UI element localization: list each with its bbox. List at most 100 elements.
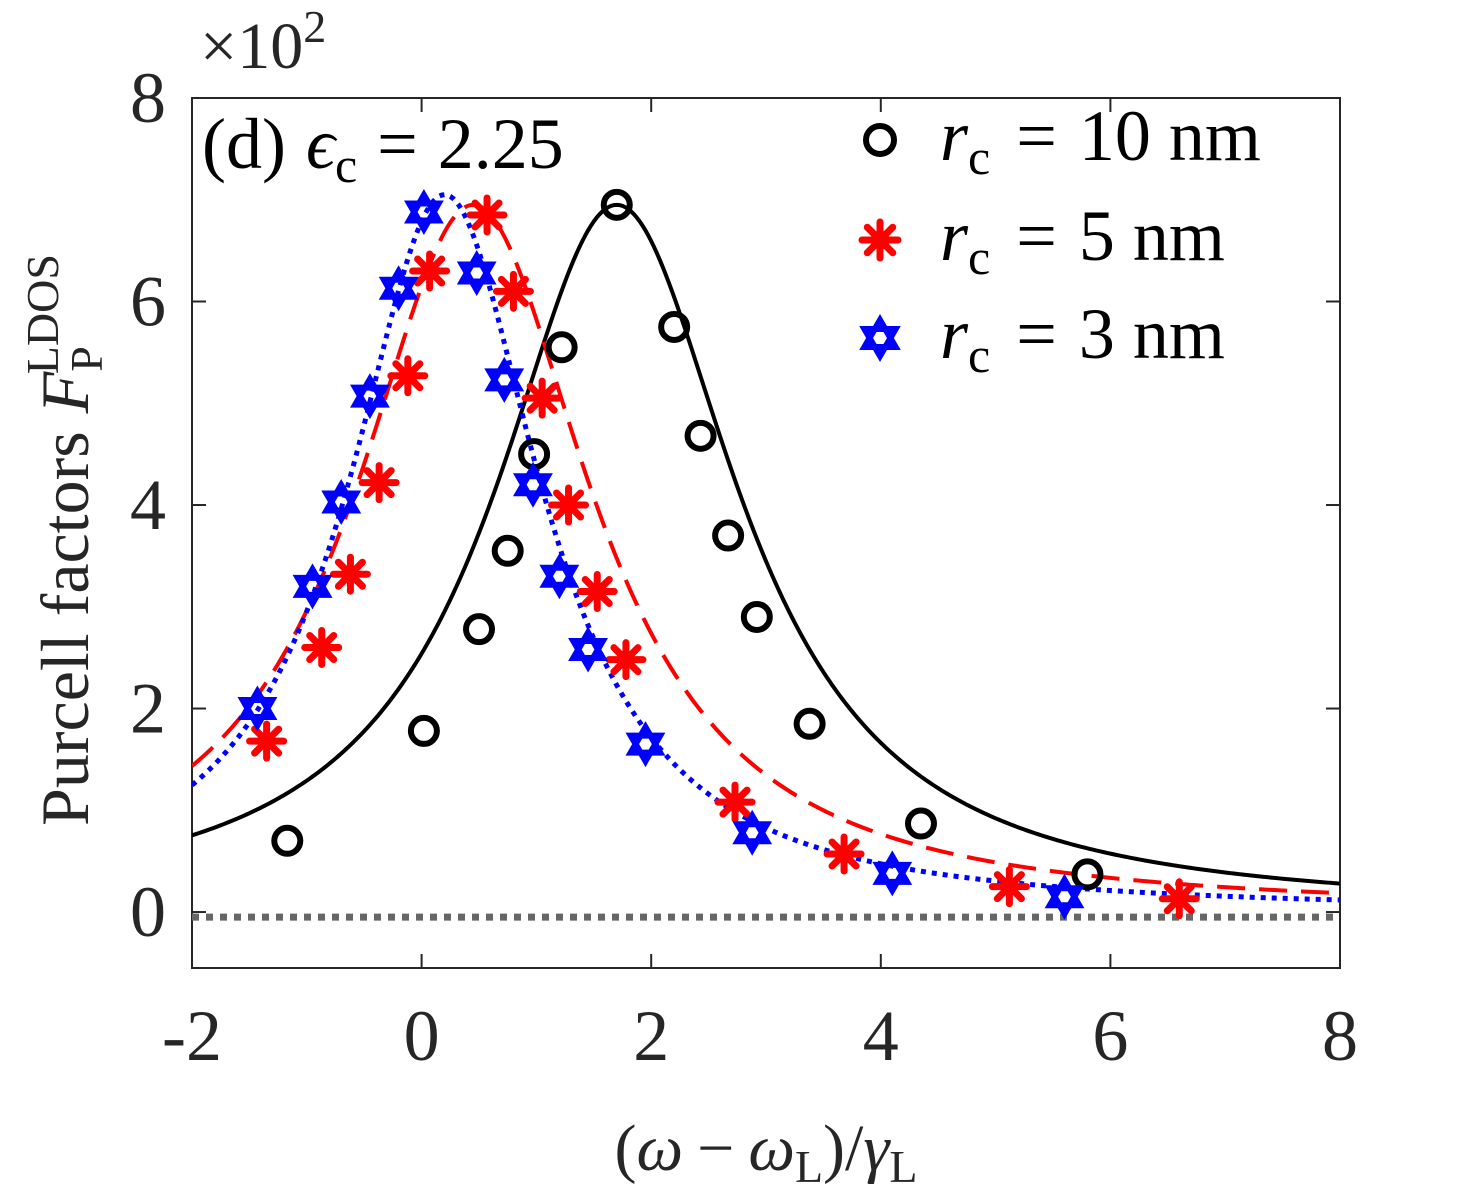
circle-marker — [740, 600, 773, 633]
legend-entry-3nm: rc = 3 nm — [859, 294, 1225, 383]
asterisk-stroke — [392, 360, 424, 392]
asterisk-stroke — [610, 644, 642, 676]
hexagram-triangle — [404, 188, 444, 224]
y-axis-title: Purcell factorsFPLDOS — [17, 254, 112, 826]
asterisk-marker — [605, 639, 647, 681]
hexagram-marker — [484, 356, 525, 403]
circle-marker — [491, 534, 524, 567]
asterisk-stroke — [251, 725, 283, 757]
hexagram-marker — [1044, 873, 1085, 920]
hexagram-triangle — [321, 479, 362, 514]
hexagram-marker — [292, 563, 333, 610]
hexagram-triangle — [859, 314, 901, 350]
asterisk-marker — [492, 270, 534, 312]
y-tick-label: 6 — [130, 262, 166, 342]
asterisk-marker — [988, 866, 1030, 908]
x-tick-label: 4 — [863, 996, 899, 1076]
x-tick-label: 6 — [1092, 996, 1128, 1076]
hexagram-marker — [456, 249, 497, 297]
hexagram-triangle — [456, 261, 497, 297]
x-tick-label: -2 — [162, 996, 222, 1076]
circle-marker — [407, 714, 440, 747]
hexagram-triangle — [237, 685, 278, 720]
asterisk-marker — [246, 720, 288, 762]
series-markers-0 — [271, 188, 1104, 891]
asterisk-marker — [329, 553, 371, 595]
hexagram-triangle — [484, 356, 525, 392]
asterisk-marker — [714, 781, 756, 823]
asterisk-marker — [466, 194, 508, 236]
hexagram-marker — [568, 626, 608, 673]
hexagram-triangle — [378, 265, 419, 300]
x-tick-label: 8 — [1322, 996, 1358, 1076]
hexagram-marker — [625, 721, 666, 768]
legend-marker-asterisk — [858, 218, 902, 262]
legend-label-10nm: rc = 10 nm — [940, 96, 1261, 185]
asterisk-stroke — [553, 489, 585, 521]
hexagram-triangle — [539, 553, 580, 588]
asterisk-marker — [548, 484, 590, 526]
hexagram-marker — [404, 188, 444, 236]
hexagram-triangle — [872, 850, 913, 885]
hexagram-triangle — [732, 821, 773, 856]
asterisk-marker — [358, 462, 400, 504]
circle-marker — [793, 707, 826, 740]
asterisk-stroke — [719, 786, 751, 818]
circle-marker — [518, 438, 551, 471]
asterisk-marker — [409, 250, 451, 292]
y-tick-label: 8 — [130, 58, 166, 138]
hexagram-triangle — [484, 368, 525, 403]
hexagram-marker — [237, 685, 278, 732]
hexagram-triangle — [512, 473, 553, 508]
y-tick-label: 0 — [130, 872, 166, 952]
legend: rc = 10 nm rc = 5 nm rc = 3 nm — [858, 96, 1261, 383]
legend-label-5nm: rc = 5 nm — [940, 196, 1225, 285]
circle-marker — [863, 123, 897, 157]
asterisk-stroke — [828, 838, 860, 870]
asterisk-stroke — [526, 382, 558, 414]
hexagram-triangle — [732, 809, 773, 845]
asterisk-marker — [387, 355, 429, 397]
hexagram-triangle — [350, 373, 390, 408]
hexagram-triangle — [568, 626, 608, 661]
asterisk-stroke — [1163, 883, 1195, 915]
plot-area: -2 0 2 4 6 8 0 2 4 6 8 — [130, 58, 1358, 1076]
asterisk-marker — [1158, 878, 1200, 920]
asterisk-stroke — [471, 199, 503, 231]
x-axis-title: (ω − ωL)/γL — [615, 1112, 918, 1188]
series-curve-0 — [192, 202, 1340, 886]
hexagram-triangle — [859, 326, 901, 362]
asterisk-stroke — [306, 631, 338, 663]
series-markers-2 — [237, 188, 1085, 920]
asterisk-stroke — [363, 467, 395, 499]
x-tick-label: 2 — [633, 996, 669, 1076]
asterisk-marker — [576, 571, 618, 613]
y-tick-label: 4 — [130, 465, 166, 545]
hexagram-triangle — [1044, 873, 1085, 909]
circle-marker — [684, 419, 717, 452]
panel-annotation: (d) ϵc = 2.25 — [202, 104, 564, 193]
circle-marker — [271, 824, 304, 857]
legend-marker-hexagram — [859, 314, 901, 362]
asterisk-stroke — [863, 223, 897, 257]
legend-label-3nm: rc = 3 nm — [940, 294, 1225, 383]
hexagram-marker — [378, 265, 419, 312]
hexagram-triangle — [404, 200, 444, 236]
hexagram-triangle — [237, 697, 278, 732]
hexagram-marker — [539, 553, 580, 600]
asterisk-stroke — [334, 558, 366, 590]
legend-entry-10nm: rc = 10 nm — [863, 96, 1261, 185]
y-exponent-label: ×102 — [200, 1, 326, 83]
hexagram-triangle — [625, 732, 666, 768]
hexagram-marker — [859, 314, 901, 362]
x-tick-label: 0 — [404, 996, 440, 1076]
legend-marker-circle — [863, 123, 897, 157]
hexagram-marker — [321, 479, 362, 525]
series-markers-1 — [246, 194, 1200, 920]
hexagram-triangle — [625, 721, 666, 756]
hexagram-triangle — [292, 563, 333, 598]
circle-marker — [904, 807, 937, 840]
hexagram-triangle — [512, 461, 553, 497]
hexagram-triangle — [1044, 885, 1085, 920]
